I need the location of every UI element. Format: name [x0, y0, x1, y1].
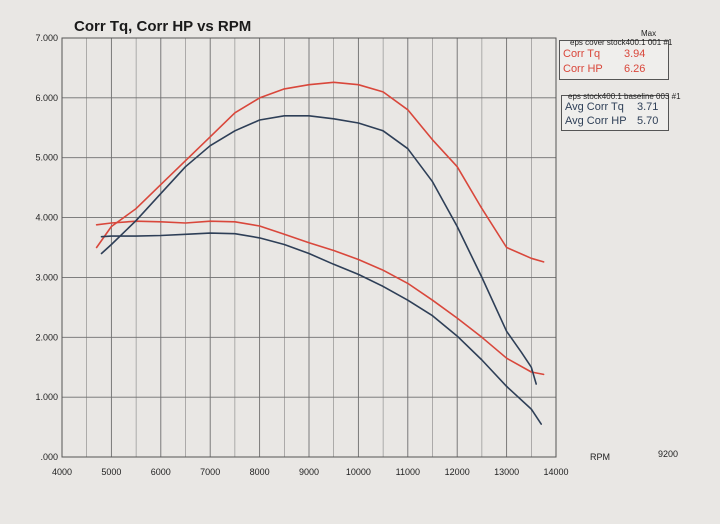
legend-corr-hp-value: 6.26 — [624, 63, 646, 75]
series-line-corr-hp — [95, 81, 545, 263]
y-tick-label: 1.000 — [35, 392, 58, 402]
legend-corr-tq-value: 3.94 — [624, 48, 646, 60]
x-extra-label: 9200 — [658, 449, 678, 459]
y-tick-labels: .000 1.000 2.000 3.000 4.000 5.000 6.000 7.000 — [35, 33, 58, 462]
y-tick-label: 2.000 — [35, 332, 58, 342]
legend-corr-hp-label: Corr HP — [563, 63, 603, 75]
x-tick-label: 8000 — [250, 467, 270, 477]
legend-box-primary: eps cover stock400.1 001 #1 Corr Tq 3.94… — [559, 38, 673, 80]
series-line-avg-corr-tq — [100, 232, 543, 425]
series-line-corr-tq — [95, 220, 545, 376]
legend-avg-corr-hp-label: Avg Corr HP — [565, 115, 627, 127]
grid-lines — [61, 37, 557, 458]
x-tick-label: 5000 — [101, 467, 121, 477]
x-tick-label: 11000 — [396, 467, 420, 477]
legend-max-label: Max — [641, 29, 657, 38]
y-tick-label: 6.000 — [35, 93, 58, 103]
series-line-avg-corr-hp — [100, 115, 538, 385]
x-tick-label: 6000 — [151, 467, 171, 477]
legend-avg-corr-hp-value: 5.70 — [637, 115, 659, 127]
legend-primary-header: eps cover stock400.1 001 #1 — [570, 38, 673, 47]
y-tick-label: 5.000 — [35, 153, 58, 163]
legend-baseline-header: eps stock400.1 baseline 003 #1 — [568, 92, 681, 101]
x-tick-label: 4000 — [52, 467, 72, 477]
series-lines — [95, 81, 545, 425]
legend-avg-corr-tq-value: 3.71 — [637, 101, 659, 113]
plot-border — [61, 37, 557, 458]
x-axis-label: RPM — [590, 452, 610, 462]
legend-avg-corr-tq-label: Avg Corr Tq — [565, 101, 624, 113]
x-tick-label: 13000 — [494, 467, 519, 477]
x-tick-label: 9000 — [299, 467, 319, 477]
y-tick-label: 4.000 — [35, 213, 58, 223]
x-tick-label: 12000 — [445, 467, 470, 477]
y-tick-label: 3.000 — [35, 272, 58, 282]
x-tick-label: 7000 — [200, 467, 220, 477]
chart-title: Corr Tq, Corr HP vs RPM — [74, 18, 251, 35]
x-tick-label: 14000 — [543, 467, 568, 477]
y-tick-label: .000 — [40, 452, 58, 462]
x-tick-label: 10000 — [346, 467, 371, 477]
legend-box-baseline: eps stock400.1 baseline 003 #1 Avg Corr … — [561, 92, 681, 131]
legend-corr-tq-label: Corr Tq — [563, 48, 601, 60]
x-tick-labels: 4000 5000 6000 7000 8000 9000 10000 11000 12000 1… — [52, 467, 569, 477]
y-tick-label: 7.000 — [35, 33, 58, 43]
